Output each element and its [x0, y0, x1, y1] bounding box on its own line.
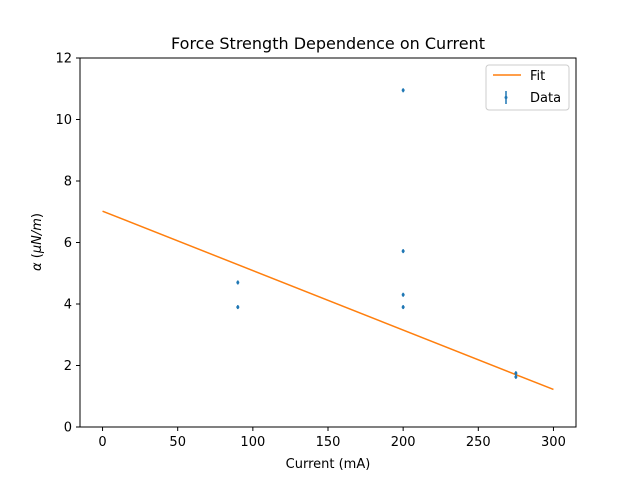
y-tick-label: 8: [64, 175, 72, 190]
y-tick-label: 6: [64, 236, 72, 251]
data-point: [236, 305, 240, 309]
y-tick-label: 4: [64, 298, 72, 313]
data-point: [401, 305, 405, 309]
data-point: [401, 88, 405, 92]
legend-data-marker: [504, 96, 508, 99]
x-tick-label: 0: [98, 435, 106, 450]
data-point: [514, 375, 518, 379]
data-point: [514, 371, 518, 375]
x-axis-label: Current (mA): [286, 457, 371, 472]
y-tick-label: 10: [55, 113, 72, 128]
data-point: [401, 249, 405, 253]
x-tick-label: 100: [240, 435, 265, 450]
axes-frame: [79, 57, 577, 428]
y-axis-label-close: ): [30, 213, 45, 218]
x-tick-label: 150: [316, 435, 341, 450]
plot-area: [102, 88, 554, 391]
y-axis-label-open: (: [30, 253, 45, 262]
data-point: [236, 280, 240, 284]
y-axis-label-alpha: α: [30, 262, 45, 271]
y-axis-label: α (μN/m): [30, 213, 45, 271]
y-tick-label: 0: [64, 421, 72, 436]
y-tick-label: 12: [55, 52, 72, 67]
chart-title: Force Strength Dependence on Current: [171, 34, 485, 53]
x-tick-label: 250: [466, 435, 491, 450]
x-tick-label: 50: [169, 435, 186, 450]
legend-fit-label: Fit: [530, 69, 545, 84]
x-tick-label: 300: [541, 435, 566, 450]
legend-data-label: Data: [530, 91, 561, 106]
fit-line: [102, 210, 554, 391]
axis-ticks: 0 50 100 150 200 250 300 0 2 4 6 8 10 12: [55, 52, 565, 451]
y-axis-label-unit: μN/m: [30, 218, 45, 254]
x-tick-label: 200: [391, 435, 416, 450]
legend: Fit Data: [485, 64, 570, 111]
y-tick-label: 2: [64, 359, 72, 374]
data-point: [401, 293, 405, 297]
